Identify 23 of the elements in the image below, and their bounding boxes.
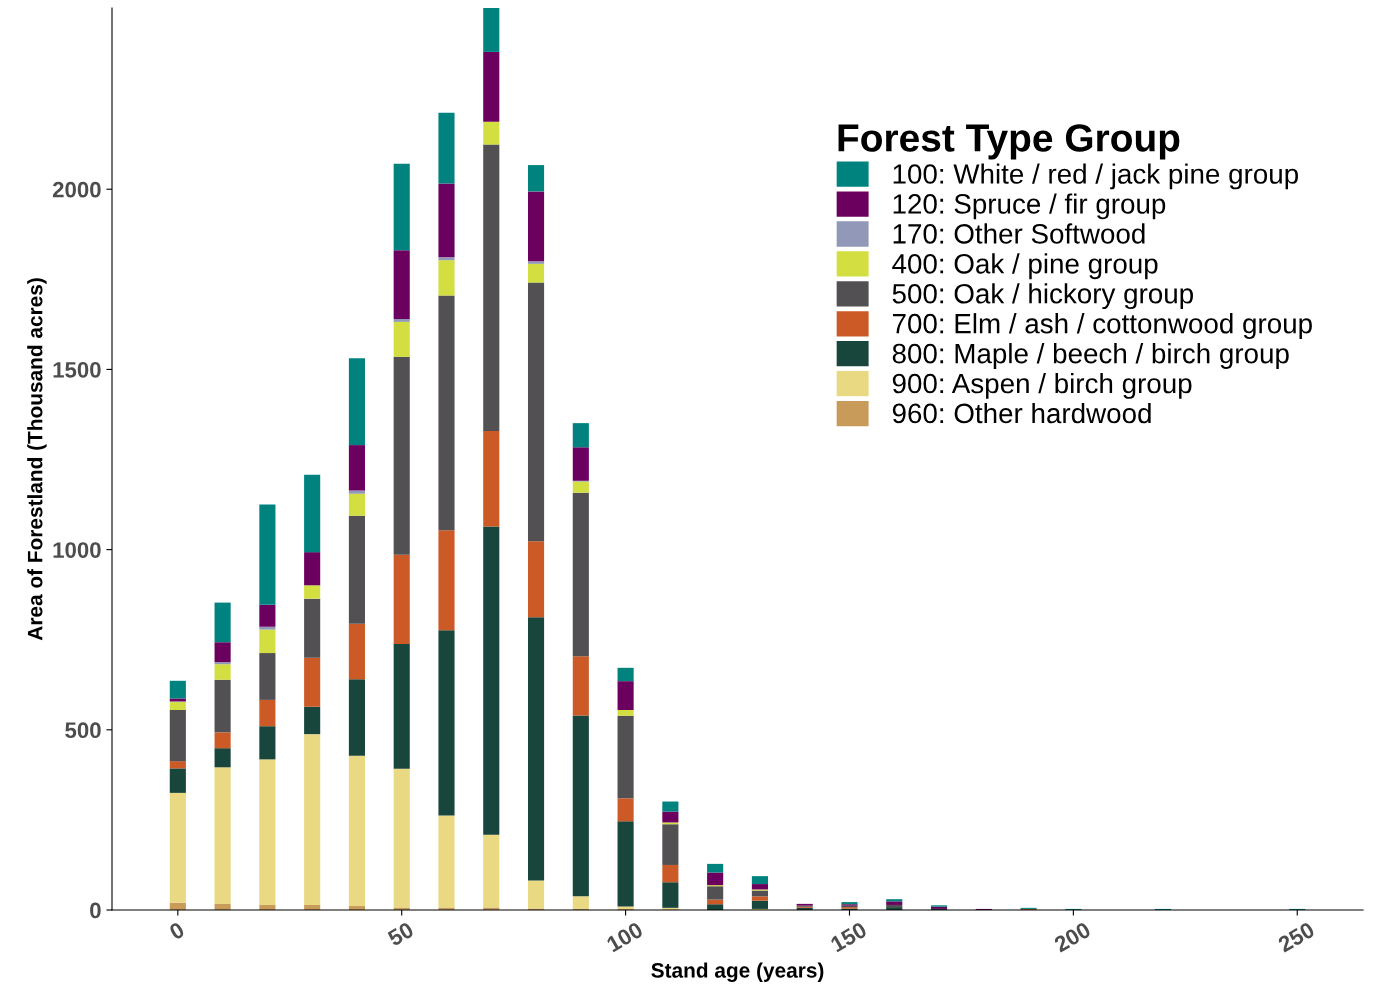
y-tick-label: 0	[90, 902, 101, 919]
x-tick-label: 0	[168, 921, 186, 941]
legend-label: 120: Spruce / fir group	[893, 193, 1166, 220]
legend-label: 700: Elm / ash / cottonwood group	[892, 313, 1312, 339]
legend-title: Forest Type Group	[838, 124, 1180, 160]
legend-label: 800: Maple / beech / birch group	[892, 343, 1289, 369]
legend-label: 170: Other Softwood	[893, 223, 1145, 244]
x-tick-label: 200	[1053, 921, 1092, 953]
y-axis-title: Area of Forestland (Thousand acres)	[27, 278, 47, 641]
y-tick-label: 2000	[52, 181, 101, 198]
x-tick-label: 50	[386, 921, 415, 947]
x-tick-label: 100	[605, 921, 644, 953]
y-tick-label: 1000	[53, 542, 101, 558]
x-tick-label: 250	[1276, 921, 1316, 953]
legend-label: 960: Other hardwood	[892, 402, 1151, 424]
y-tick-label: 500	[65, 722, 101, 739]
x-tick-label: 150	[829, 921, 868, 953]
legend-label: 900: Aspen / birch group	[892, 372, 1192, 399]
y-tick-label: 1500	[53, 361, 101, 378]
legend-label: 500: Oak / hickory group	[892, 283, 1193, 310]
x-axis-title: Stand age (years)	[651, 962, 824, 982]
legend-label: 100: White / red / jack pine group	[893, 163, 1298, 190]
legend-label: 400: Oak / pine group	[892, 253, 1158, 280]
